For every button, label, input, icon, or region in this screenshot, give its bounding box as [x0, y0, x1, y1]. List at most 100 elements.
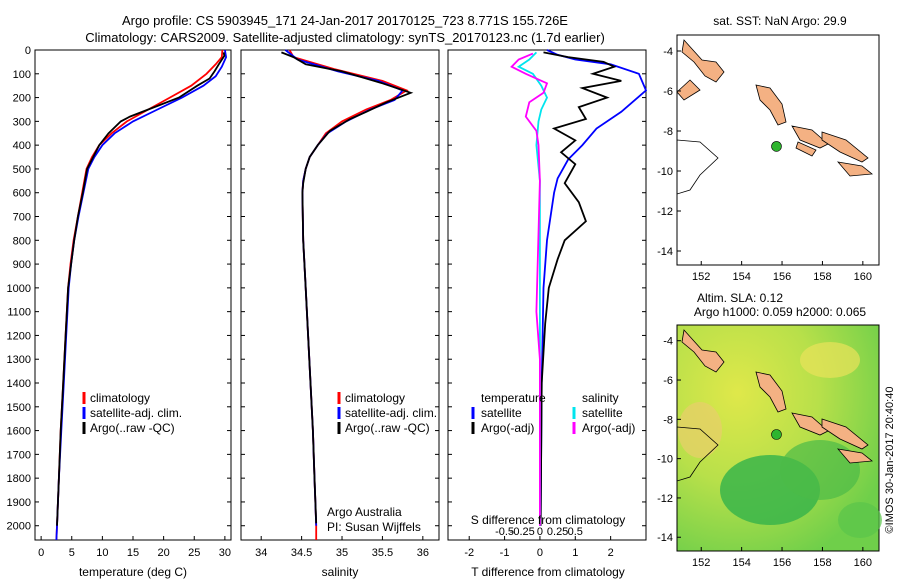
lat-tick-label: -8 — [663, 414, 673, 426]
series-line-s-argo-adj- — [510, 52, 549, 526]
temperature-plot-frame — [34, 49, 232, 541]
x-tick-label: 34.5 — [291, 547, 312, 559]
sla-new-ireland — [681, 329, 725, 373]
sst-map-axes: 152 154 156 158 160 -4 -6 -8 -10 -12 -14 — [657, 46, 872, 283]
lon-tick-label: 152 — [692, 557, 710, 569]
depth-tick-label: 1900 — [7, 497, 31, 509]
legend-salinity-title: salinity — [582, 391, 619, 405]
sla-bougainville — [755, 371, 787, 413]
depth-tick-label: 1500 — [7, 402, 31, 414]
santa-isabel-island — [821, 131, 869, 163]
salinity-plot-frame — [240, 49, 440, 541]
difference-depth-ticks — [448, 49, 646, 527]
figure-title-line2: Climatology: CARS2009. Satellite-adjuste… — [85, 30, 605, 45]
lat-tick-label: -6 — [663, 86, 673, 98]
x-tick-label: 15 — [127, 547, 139, 559]
sla-coastlines — [676, 329, 874, 482]
lon-tick-label: 154 — [732, 557, 750, 569]
depth-tick-label: 1000 — [7, 283, 31, 295]
s-tick-label: 0.25 — [547, 526, 568, 538]
sla-warm-patch-2 — [800, 342, 860, 378]
lon-tick-label: 154 — [732, 271, 750, 283]
temperature-panel: 0100200300400500600700800900100011001200… — [7, 45, 232, 579]
s-difference-x-label: S difference from climatology — [471, 513, 626, 527]
salinity-legend: climatology satellite-adj. clim. Argo(..… — [337, 391, 437, 435]
s-tick-label: -0.25 — [510, 526, 535, 538]
depth-tick-label: 500 — [13, 164, 31, 176]
depth-tick-label: 800 — [13, 235, 31, 247]
sla-title-line2: Argo h1000: 0.059 h2000: 0.065 — [694, 305, 866, 319]
difference-plot-frame — [447, 49, 647, 541]
series-line-argo-raw-qc- — [56, 52, 226, 526]
depth-axis: 0 100 200 300 400 500 600 700 800 900 1000 1100 1200… — [7, 45, 231, 533]
t-difference-x-axis: -2 -1 0 1 2 — [464, 536, 614, 559]
depth-tick-label: 1400 — [7, 378, 31, 390]
depth-tick-label: 300 — [13, 116, 31, 128]
sla-png-mainland — [676, 426, 719, 482]
sla-warm-patch — [678, 402, 722, 458]
sla-anomaly-patches — [678, 342, 882, 538]
lat-tick-label: -4 — [663, 46, 673, 58]
series-line-t-satellite — [539, 49, 648, 526]
sla-map-axes: 152 154 156 158 160 -4 -6 -8 -10 -12 -14 — [657, 336, 872, 569]
x-tick-label: 25 — [188, 547, 200, 559]
sst-map: sat. SST: NaN Argo: 29.9 152 154 156 158 160… — [657, 14, 880, 283]
imos-credit: ©IMOS 30-Jan-2017 20:40:40 — [884, 387, 896, 534]
x-tick-label: 34 — [255, 547, 267, 559]
sst-coastlines — [676, 39, 874, 195]
lon-tick-label: 152 — [692, 271, 710, 283]
series-line-satellite-adj-clim- — [55, 49, 228, 541]
x-tick-label: 0 — [38, 547, 44, 559]
series-line-climatology — [288, 49, 409, 540]
lon-tick-label: 158 — [813, 271, 831, 283]
x-tick-label: 1 — [572, 547, 578, 559]
series-line-argo-raw-qc- — [281, 51, 414, 524]
legend-s-satellite-label: satellite — [582, 406, 623, 420]
temperature-x-axis: 0 5 10 15 20 25 30 — [38, 536, 231, 559]
x-tick-label: 0 — [537, 547, 543, 559]
legend-t-argo-label: Argo(-adj) — [481, 421, 534, 435]
depth-tick-label: 400 — [13, 140, 31, 152]
x-tick-label: 35 — [336, 547, 348, 559]
new-britain-island — [676, 79, 701, 101]
lon-tick-label: 160 — [854, 271, 872, 283]
depth-tick-label: 2000 — [7, 521, 31, 533]
legend-argo-label: Argo(..raw -QC) — [345, 421, 430, 435]
temperature-series — [55, 49, 228, 541]
salinity-series — [281, 49, 414, 540]
sla-low-patch-3 — [838, 502, 882, 538]
sla-map: Altim. SLA: 0.12 Argo h1000: 0.059 h2000… — [657, 291, 882, 569]
sla-float-marker — [771, 429, 782, 440]
figure-title-line1: Argo profile: CS 5903945_171 24-Jan-2017… — [122, 13, 568, 28]
sst-map-title: sat. SST: NaN Argo: 29.9 — [713, 14, 847, 28]
depth-tick-label: 700 — [13, 212, 31, 224]
lon-tick-label: 156 — [773, 271, 791, 283]
depth-tick-label: 0 — [25, 45, 31, 57]
salinity-panel: 34 34.5 35 35.5 36 climatology satellite-adj… — [240, 49, 440, 579]
lat-tick-label: -14 — [657, 246, 673, 258]
x-tick-label: 2 — [608, 547, 614, 559]
salinity-depth-ticks — [241, 49, 439, 527]
pi-name-label: PI: Susan Wijffels — [327, 520, 421, 534]
x-tick-label: 20 — [158, 547, 170, 559]
new-georgia-island — [795, 141, 817, 157]
sla-guadalcanal — [836, 448, 874, 464]
lat-tick-label: -12 — [657, 206, 673, 218]
difference-series — [510, 49, 648, 526]
sla-title-line1: Altim. SLA: 0.12 — [697, 291, 783, 305]
legend-argo-label: Argo(..raw -QC) — [90, 421, 175, 435]
depth-tick-label: 600 — [13, 188, 31, 200]
t-difference-x-label: T difference from climatology — [471, 565, 625, 579]
x-tick-label: -2 — [464, 547, 474, 559]
difference-legend: temperature satellite Argo(-adj) salinit… — [471, 391, 635, 435]
guadalcanal-island — [836, 161, 874, 177]
legend-satellite-label: satellite-adj. clim. — [345, 406, 437, 420]
new-ireland-island — [681, 39, 725, 83]
series-line-t-argo-adj- — [539, 51, 622, 526]
x-tick-label: -1 — [500, 547, 510, 559]
lat-tick-label: -14 — [657, 532, 673, 544]
x-tick-label: 5 — [69, 547, 75, 559]
sla-choiseul — [791, 412, 829, 436]
temperature-x-label: temperature (deg C) — [79, 565, 187, 579]
depth-tick-label: 1300 — [7, 354, 31, 366]
